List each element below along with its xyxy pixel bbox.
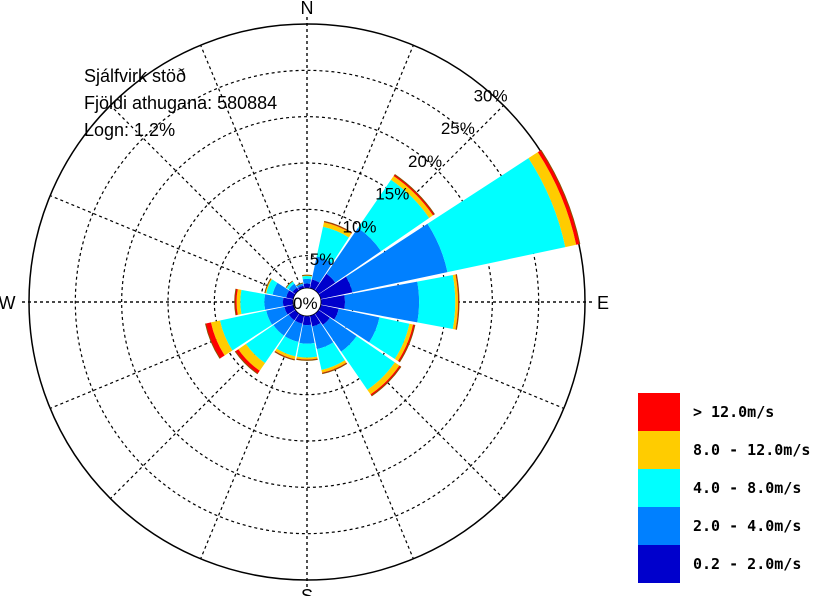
legend-item-gt12: > 12.0m/s: [638, 393, 814, 431]
legend: > 12.0m/s 8.0 - 12.0m/s 4.0 - 8.0m/s 2.0…: [638, 393, 814, 593]
legend-item-8-12: 8.0 - 12.0m/s: [638, 431, 814, 469]
legend-label-4-8: 4.0 - 8.0m/s: [693, 479, 801, 497]
rose-wedge: [264, 294, 283, 310]
direction-label-s: S: [301, 586, 313, 596]
chart-note: Sjálfvirk stöð: [84, 66, 186, 86]
rose-wedge: [240, 290, 265, 314]
ring-label: 10%: [343, 217, 377, 236]
legend-item-2-4: 2.0 - 4.0m/s: [638, 507, 814, 545]
rose-wedge: [303, 279, 311, 284]
rose-wedge: [303, 316, 311, 325]
ring-label: 5%: [310, 250, 335, 269]
legend-swatch-8-12: [638, 431, 680, 469]
chart-note: Logn: 1.2%: [84, 120, 175, 140]
direction-label-e: E: [597, 293, 609, 313]
legend-item-4-8: 4.0 - 8.0m/s: [638, 469, 814, 507]
ring-label: 25%: [441, 119, 475, 138]
rose-wedge: [283, 298, 293, 307]
legend-swatch-2-4: [638, 507, 680, 545]
rose-wedge: [299, 325, 314, 344]
legend-item-0-2: 0.2 - 2.0m/s: [638, 545, 814, 583]
legend-swatch-gt12: [638, 393, 680, 431]
legend-label-2-4: 2.0 - 4.0m/s: [693, 517, 801, 535]
chart-note: Fjöldi athugana: 580884: [84, 93, 277, 113]
direction-label-w: W: [0, 293, 16, 313]
legend-label-gt12: > 12.0m/s: [693, 403, 774, 421]
rose-wedge: [302, 276, 311, 279]
ring-label: 30%: [474, 86, 508, 105]
rose-wedge: [297, 343, 317, 358]
direction-label-n: N: [301, 0, 314, 18]
ring-label: 0%: [293, 294, 318, 313]
rose-wedge: [417, 275, 455, 329]
legend-swatch-0-2: [638, 545, 680, 583]
grid-spoke: [201, 45, 307, 302]
ring-label: 20%: [408, 152, 442, 171]
legend-label-8-12: 8.0 - 12.0m/s: [693, 441, 810, 459]
legend-swatch-4-8: [638, 469, 680, 507]
ring-label: 15%: [375, 185, 409, 204]
legend-label-0-2: 0.2 - 2.0m/s: [693, 555, 801, 573]
